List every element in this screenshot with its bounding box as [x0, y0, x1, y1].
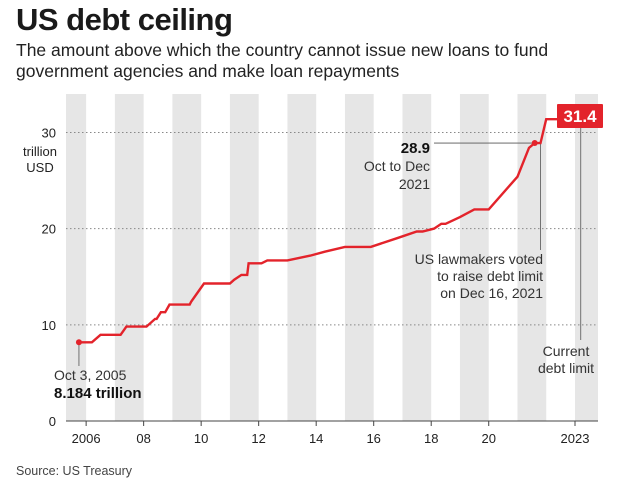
- highlight-point: [75, 339, 82, 346]
- x-tick-label: 20: [481, 431, 495, 446]
- current-value-callout: [557, 104, 603, 128]
- year-bands: [66, 94, 598, 421]
- year-band: [114, 94, 144, 421]
- current-value-label: 31.4: [563, 107, 597, 126]
- y-tick-label: 30: [42, 125, 56, 140]
- mid-value-label: 28.9: [401, 140, 430, 157]
- mid-date-line-1: Oct to Dec: [364, 158, 430, 174]
- start-value-label: 8.184 trillion: [54, 385, 142, 402]
- x-tick-label: 18: [424, 431, 438, 446]
- y-axis: 0 10 20 30: [42, 125, 56, 429]
- chart-title: US debt ceiling: [16, 2, 233, 37]
- x-tick-label: 16: [366, 431, 380, 446]
- source-note: Source: US Treasury: [16, 464, 133, 478]
- start-date-label: Oct 3, 2005: [54, 367, 127, 383]
- annotation-leaders: [78, 128, 582, 366]
- x-tick-label: 2006: [72, 431, 101, 446]
- debt-ceiling-line: [78, 118, 581, 344]
- year-band: [402, 94, 432, 421]
- chart-subtitle: The amount above which the country canno…: [16, 40, 549, 81]
- year-band: [66, 94, 87, 421]
- year-band: [459, 94, 489, 421]
- year-band: [344, 94, 374, 421]
- vote-note-line-3: on Dec 16, 2021: [440, 285, 543, 301]
- grid-lines: [66, 131, 598, 422]
- current-note-line-2: debt limit: [538, 360, 594, 376]
- year-band: [172, 94, 202, 421]
- x-tick-label: 12: [251, 431, 265, 446]
- x-tick-label: 2023: [561, 431, 590, 446]
- x-axis: 2006 08 10 12 14 16 18 20 2023: [72, 421, 590, 446]
- year-band: [229, 94, 259, 421]
- y-tick-label: 20: [42, 222, 56, 237]
- y-axis-label-line-1: trillion: [23, 144, 57, 159]
- vote-note-line-1: US lawmakers voted: [415, 251, 543, 267]
- y-tick-label: 0: [49, 414, 56, 429]
- vote-note-line-2: to raise debt limit: [437, 268, 543, 284]
- current-note-line-1: Current: [543, 343, 590, 359]
- y-tick-label: 10: [42, 318, 56, 333]
- year-band: [517, 94, 547, 421]
- highlight-point: [531, 140, 538, 147]
- x-tick-label: 14: [309, 431, 323, 446]
- highlight-points: [75, 116, 584, 346]
- x-tick-label: 10: [194, 431, 208, 446]
- x-tick-label: 08: [136, 431, 150, 446]
- mid-date-line-2: 2021: [399, 176, 430, 192]
- y-axis-label-line-2: USD: [26, 160, 53, 175]
